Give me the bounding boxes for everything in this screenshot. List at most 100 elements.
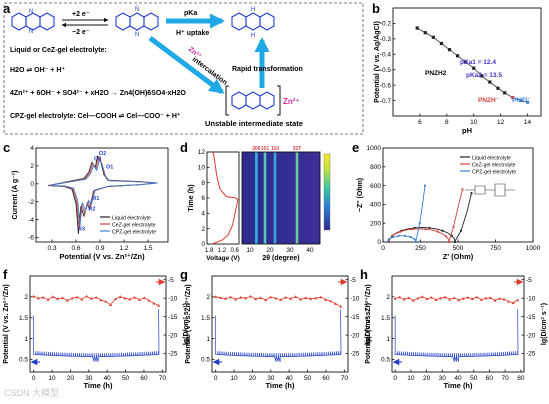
x-tick-label: 8 — [445, 119, 449, 126]
lgd-point — [434, 298, 438, 301]
right-tick-label: -10 — [168, 295, 178, 302]
right-axis-label: lg(D/cm² s⁻¹) — [541, 303, 548, 345]
y-tick-label: 1 — [24, 336, 28, 343]
nyquist-point — [441, 229, 444, 232]
lgd-point — [319, 295, 323, 299]
y-tick-label: 2 — [206, 294, 210, 301]
y-tick-label: 10 — [198, 165, 206, 172]
lgd-trace — [394, 296, 518, 304]
lgd-point — [484, 296, 488, 300]
y-tick-label: 0 — [377, 239, 381, 246]
y-axis-label: Potential (V vs. Ag/AgCl) — [374, 21, 381, 103]
right-axis-label: lg(D/cm² s⁻¹) — [365, 303, 372, 345]
heatmap-peak-stripe — [295, 152, 299, 244]
lgd-point — [279, 298, 283, 301]
n-atom-bottom: N — [29, 29, 33, 35]
lgd-point — [498, 297, 502, 300]
nyquist-point — [399, 230, 402, 233]
plot-frame — [35, 147, 169, 243]
lgd-point — [264, 298, 268, 302]
lgd-point — [294, 295, 298, 298]
y-tick-label: 0 — [30, 181, 34, 188]
y-tick-label: 0.5 — [381, 357, 390, 364]
lgd-point — [420, 295, 424, 298]
nyquist-point — [428, 226, 431, 229]
data-point — [423, 31, 427, 35]
lgd-point — [507, 300, 511, 303]
lgd-point — [299, 297, 303, 301]
lgd-point — [407, 296, 411, 299]
nyquist-point — [459, 229, 463, 232]
nyquist-point — [397, 234, 400, 238]
lgd-point — [56, 297, 60, 301]
lgd-point — [398, 295, 402, 299]
x-tick-label: 30 — [267, 375, 275, 382]
x-tick-label: 40 — [286, 375, 294, 382]
right-axis-label: lg(D/cm² s⁻¹) — [183, 303, 190, 345]
right-tick-label: -15 — [168, 314, 178, 321]
heatmap-frame — [241, 151, 321, 245]
x-tick-label: 10 — [246, 247, 254, 254]
data-point — [496, 86, 500, 90]
y-tick-label: 800 — [370, 164, 381, 171]
lgd-point — [461, 297, 465, 300]
y-tick-label: -4 — [28, 217, 34, 224]
lgd-point — [75, 295, 79, 299]
x-tick-label: 30 — [439, 375, 447, 382]
nyquist-point — [413, 226, 416, 229]
data-point — [464, 60, 468, 64]
x-tick-label: 80 — [517, 375, 525, 382]
heatmap-peak-stripe — [255, 152, 258, 244]
x-tick-label: 0.9 — [95, 245, 104, 252]
right-tick-label: -25 — [526, 351, 536, 358]
x-tick-label: 20 — [249, 375, 257, 382]
n-atom-top: N — [29, 9, 33, 15]
heatmap-peak-stripe — [263, 152, 267, 244]
y-tick-label: -6 — [28, 235, 34, 242]
potential-trace — [394, 309, 519, 362]
x-tick-label: 60 — [486, 375, 494, 382]
lgd-point — [109, 303, 113, 306]
x-axis-label: Z' (Ohm) — [443, 252, 474, 261]
x-tick-label: 10 — [230, 375, 238, 382]
n-minus-top: N̄ — [135, 6, 139, 13]
nyquist-point — [452, 225, 455, 229]
y-tick-label: 0.5 — [201, 357, 210, 364]
lgd-point — [470, 297, 474, 301]
chart-panel-f: f 0 10 20 30 40 50 60 70 0.5 1 1.5 2 Time (h) Potentia… — [2, 267, 190, 390]
legend-label: CeZ-gel electrolyte — [472, 163, 516, 169]
lgd-point — [488, 296, 492, 299]
lgd-point — [411, 298, 415, 302]
y-axis-label: Potential (V vs. Zn²⁺/Zn) — [2, 284, 10, 364]
lgd-point — [65, 298, 69, 302]
y-tick-label: 0 — [201, 241, 205, 248]
intercalation-arrow — [148, 36, 225, 94]
x-tick-label: 250 — [415, 245, 426, 252]
x-tick-label: 1000 — [526, 245, 541, 252]
x-tick-label: 30 — [85, 375, 93, 382]
right-tick-label: -5 — [350, 277, 356, 284]
x-tick-label: 14 — [524, 119, 532, 126]
legend-label: Liquid electrolyte — [472, 156, 511, 162]
right-tick-label: -20 — [526, 332, 536, 339]
peak-label: R1 — [92, 196, 99, 202]
lgd-point — [234, 297, 238, 301]
lgd-point — [224, 297, 228, 300]
y-tick-label: 200 — [370, 220, 381, 227]
lgd-point — [254, 297, 258, 301]
nyquist-point — [387, 238, 391, 241]
lgd-point — [329, 299, 333, 303]
x-tick-label: 50 — [470, 375, 478, 382]
y-tick-label: 12 — [198, 149, 206, 156]
plot-frame — [29, 275, 167, 373]
lgd-point — [128, 297, 132, 301]
nyquist-point — [447, 240, 451, 244]
bracket-zn-label: Zn²⁺ — [283, 97, 300, 106]
lgd-point — [457, 298, 461, 302]
legend-label: Liquid electrolyte — [112, 216, 151, 222]
y-axis-label: −Z'' (Ohm) — [357, 178, 364, 212]
data-point — [447, 48, 452, 52]
x-axis-label: Voltage (V) — [206, 255, 239, 262]
nyquist-point — [409, 236, 412, 239]
